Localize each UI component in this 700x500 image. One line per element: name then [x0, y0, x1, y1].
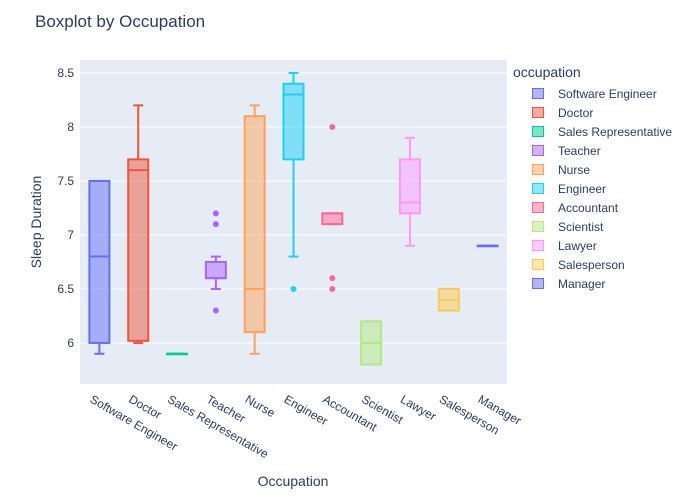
legend-title: occupation [513, 64, 581, 80]
outlier-point [290, 285, 297, 292]
legend: occupation Software Engineer Doctor Sales … [513, 64, 672, 293]
legend-item-software-engineer[interactable]: Software Engineer [513, 84, 672, 103]
box-iqr [398, 158, 421, 215]
outlier-point [212, 210, 219, 217]
box-sales-representative [166, 352, 189, 356]
legend-label: Salesperson [558, 257, 625, 272]
legend-item-scientist[interactable]: Scientist [513, 217, 672, 236]
box-doctor [127, 104, 150, 344]
y-tick-label: 8.5 [57, 66, 74, 80]
outlier-point [212, 307, 219, 314]
box-iqr [88, 179, 111, 344]
y-tick-label: 6 [67, 336, 74, 350]
chart-title: Boxplot by Occupation [35, 12, 206, 31]
box-iqr [321, 212, 344, 226]
box-iqr [204, 260, 227, 280]
x-tick-label: Nurse [243, 392, 278, 420]
legend-label: Sales Representative [558, 124, 673, 139]
box-engineer [282, 71, 305, 292]
legend-item-sales-representative[interactable]: Sales Representative [513, 122, 672, 141]
legend-items: Software Engineer Doctor Sales Representat… [513, 84, 672, 293]
box-iqr [282, 82, 305, 161]
legend-swatch [532, 202, 544, 213]
box-layer [88, 71, 499, 366]
legend-swatch [532, 164, 544, 175]
legend-label: Engineer [558, 181, 607, 196]
legend-swatch [532, 278, 544, 289]
box-nurse [243, 104, 266, 355]
y-tick-label: 8 [67, 120, 74, 134]
box-accountant [321, 123, 344, 292]
legend-item-nurse[interactable]: Nurse [513, 160, 672, 179]
x-tick-label: Engineer [282, 392, 331, 428]
legend-item-lawyer[interactable]: Lawyer [513, 236, 672, 255]
legend-item-doctor[interactable]: Doctor [513, 103, 672, 122]
legend-label: Accountant [558, 200, 619, 215]
legend-swatch [532, 145, 544, 156]
box-iqr [243, 115, 266, 334]
legend-item-salesperson[interactable]: Salesperson [513, 255, 672, 274]
legend-label: Software Engineer [558, 86, 657, 101]
box-teacher [204, 210, 227, 314]
box-iqr [127, 158, 150, 342]
box-software-engineer [88, 179, 111, 355]
y-tick-label: 6.5 [57, 282, 74, 296]
x-axis-title: Occupation [258, 473, 329, 489]
legend-label: Teacher [558, 143, 601, 158]
y-tick-label: 7 [67, 228, 74, 242]
outlier-point [329, 275, 336, 282]
legend-swatch [532, 126, 544, 137]
box-salesperson [437, 287, 460, 312]
x-tick-label: Lawyer [398, 392, 439, 423]
legend-label: Nurse [558, 162, 591, 177]
y-tick-label: 7.5 [57, 174, 74, 188]
legend-label: Scientist [558, 219, 604, 234]
legend-item-manager[interactable]: Manager [513, 274, 672, 293]
legend-swatch [532, 240, 544, 251]
outlier-point [212, 221, 219, 228]
box-scientist [360, 320, 383, 366]
legend-label: Manager [558, 276, 606, 291]
y-axis-title: Sleep Duration [28, 176, 44, 269]
legend-item-engineer[interactable]: Engineer [513, 179, 672, 198]
legend-swatch [532, 183, 544, 194]
legend-label: Lawyer [558, 238, 597, 253]
legend-item-accountant[interactable]: Accountant [513, 198, 672, 217]
legend-swatch [532, 107, 544, 118]
box-manager [476, 244, 499, 248]
box-lawyer [398, 136, 421, 247]
legend-item-teacher[interactable]: Teacher [513, 141, 672, 160]
outlier-point [329, 123, 336, 130]
legend-swatch [532, 88, 544, 99]
legend-swatch [532, 259, 544, 270]
outlier-point [329, 285, 336, 292]
legend-swatch [532, 221, 544, 232]
legend-label: Doctor [558, 105, 594, 120]
